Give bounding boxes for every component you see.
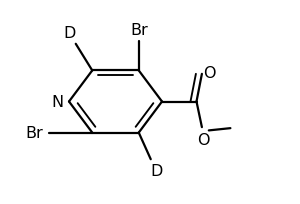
Text: Br: Br — [25, 125, 43, 140]
Text: O: O — [203, 66, 216, 81]
Text: D: D — [151, 164, 163, 178]
Text: O: O — [197, 133, 210, 147]
Text: N: N — [52, 94, 64, 110]
Text: Br: Br — [130, 22, 148, 37]
Text: D: D — [64, 26, 76, 40]
